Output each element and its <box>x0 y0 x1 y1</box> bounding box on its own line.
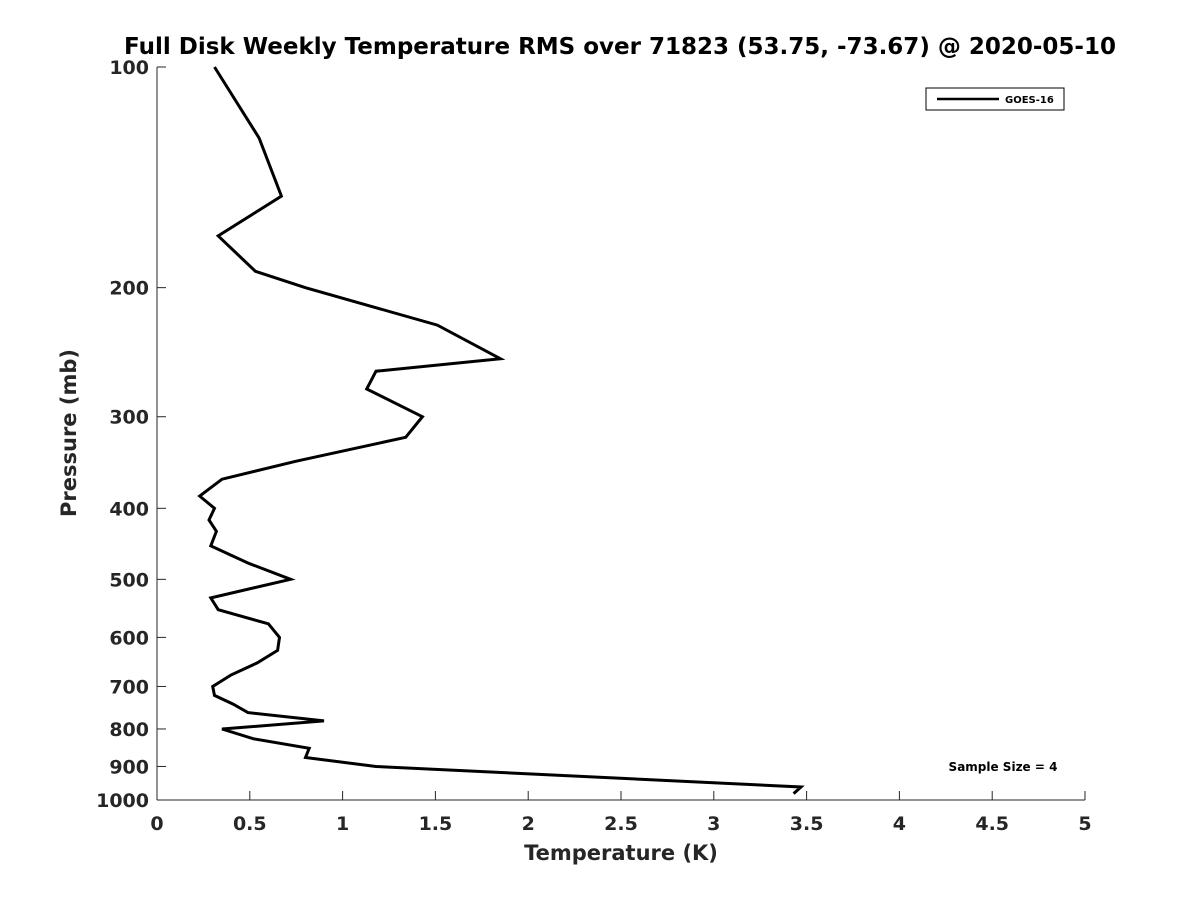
x-tick-label: 0 <box>150 813 163 835</box>
x-tick-label: 3.5 <box>790 813 824 835</box>
sample-size-annotation: Sample Size = 4 <box>949 760 1058 774</box>
y-tick-label: 700 <box>109 676 149 698</box>
x-tick-label: 2 <box>522 813 535 835</box>
series-line-goes-16 <box>197 66 805 795</box>
x-tick-label: 2.5 <box>604 813 638 835</box>
y-tick-label: 900 <box>109 756 149 778</box>
x-tick-label: 4.5 <box>975 813 1009 835</box>
y-tick-label: 1000 <box>96 790 149 812</box>
chart-title: Full Disk Weekly Temperature RMS over 71… <box>124 34 1116 60</box>
y-tick-label: 100 <box>109 57 149 79</box>
y-axis-label: Pressure (mb) <box>57 349 81 517</box>
x-tick-group: 0 0.5 1 1.5 2 2.5 3 3.5 4 4.5 5 <box>150 791 1092 835</box>
legend-label-goes-16: GOES-16 <box>1005 95 1054 106</box>
x-tick-label: 5 <box>1078 813 1091 835</box>
x-tick-label: 1 <box>336 813 349 835</box>
series-layer <box>197 66 805 795</box>
y-tick-label: 500 <box>109 569 149 591</box>
y-tick-label: 400 <box>109 498 149 520</box>
x-tick-label: 4 <box>893 813 906 835</box>
y-tick-label: 200 <box>109 278 149 300</box>
y-tick-label: 800 <box>109 719 149 741</box>
y-tick-group: 100 200 300 400 500 600 700 800 900 1000 <box>96 57 166 812</box>
legend: GOES-16 <box>925 87 1065 111</box>
x-tick-label: 0.5 <box>233 813 267 835</box>
x-axis-label: Temperature (K) <box>524 841 718 865</box>
y-tick-label: 300 <box>109 407 149 429</box>
y-tick-label: 600 <box>109 627 149 649</box>
x-tick-label: 1.5 <box>419 813 453 835</box>
x-tick-label: 3 <box>707 813 720 835</box>
